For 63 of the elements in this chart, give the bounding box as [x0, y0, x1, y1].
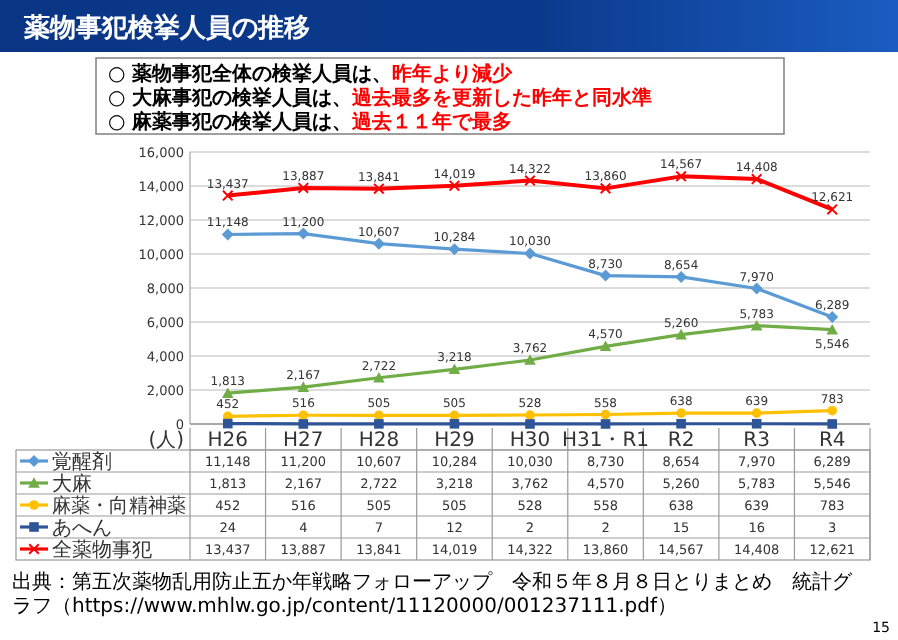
point	[826, 323, 839, 335]
x-tick-label: H27	[283, 430, 324, 452]
point	[675, 270, 688, 283]
text: 過去最多を更新した昨年と同水準	[350, 86, 653, 110]
legend-label: あへん	[52, 518, 112, 540]
point	[750, 282, 763, 295]
x-tick-label: H30	[509, 430, 551, 452]
text: ○ 大麻事犯の検挙人員は、	[108, 86, 353, 110]
legend-label: 大麻	[52, 472, 92, 496]
text: ○ 薬物事犯全体の検挙人員は、	[108, 62, 393, 86]
point	[600, 419, 611, 429]
point	[524, 354, 536, 365]
point	[676, 408, 686, 418]
point	[826, 203, 839, 216]
point	[374, 410, 384, 421]
point	[298, 419, 309, 429]
point	[826, 311, 839, 324]
legend-label: 全薬物事犯	[52, 538, 152, 562]
point	[750, 173, 763, 185]
point	[448, 179, 461, 192]
point	[751, 418, 762, 429]
point	[675, 328, 687, 340]
point	[297, 381, 310, 392]
point	[222, 418, 233, 429]
point	[525, 419, 535, 429]
point	[599, 182, 612, 195]
point	[298, 410, 309, 421]
point	[373, 182, 385, 195]
point	[524, 174, 536, 187]
text: ○ 麻薬事犯の検挙人員は、	[108, 110, 353, 134]
point	[221, 387, 234, 398]
point	[374, 419, 384, 429]
legend-label: 覚醒剤	[52, 450, 112, 474]
source-note: 出典：第五次薬物乱用防止五か年戦略フォローアップ 令和５年８月８日とりまとめ 統計グラフ（https://www.mhlw.go.jp/content/11120000/001237111.pdf）	[12, 570, 854, 618]
legend-label: 麻薬・向精神薬	[52, 494, 192, 518]
point	[827, 405, 838, 416]
point	[599, 340, 612, 352]
x-tick-label: H28	[358, 430, 400, 452]
point	[751, 408, 762, 418]
point	[676, 418, 686, 429]
point	[524, 247, 536, 260]
x-tick-label: R2	[667, 430, 695, 452]
point	[449, 419, 460, 429]
text: 昨年より減少	[392, 62, 515, 86]
point	[448, 363, 461, 375]
point	[372, 237, 385, 250]
point	[221, 189, 234, 202]
x-tick-label: H29	[434, 430, 475, 452]
point	[750, 319, 763, 331]
text: 過去１１年で最多	[350, 110, 513, 134]
point	[827, 419, 838, 429]
point	[599, 269, 612, 282]
x-tick-label: R4	[818, 430, 846, 452]
y-axis-title: (人)	[148, 430, 185, 452]
point	[675, 170, 687, 183]
x-tick-label: R3	[743, 430, 770, 452]
point	[600, 409, 611, 420]
chart-title: 薬物事犯検挙人員の推移	[22, 12, 310, 44]
x-tick-label: H31・R1	[561, 430, 650, 452]
point	[297, 182, 310, 194]
point	[525, 410, 535, 420]
point	[373, 371, 385, 383]
x-tick-label: H26	[207, 430, 249, 452]
